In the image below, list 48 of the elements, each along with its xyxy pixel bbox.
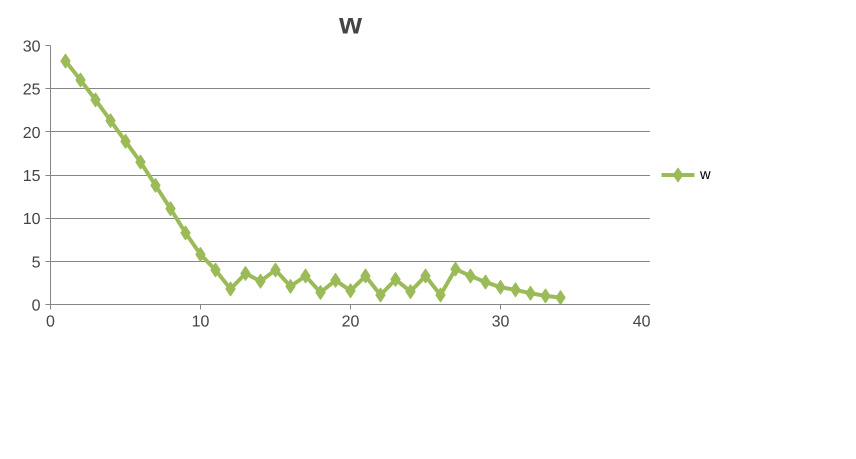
point — [75, 72, 86, 88]
point — [90, 92, 101, 108]
point — [375, 288, 386, 303]
point — [525, 286, 536, 301]
x-tick-label: 0 — [46, 314, 56, 330]
point — [405, 284, 416, 300]
point — [315, 284, 326, 300]
point — [360, 268, 371, 284]
point — [135, 154, 146, 170]
point — [105, 113, 116, 128]
point — [300, 268, 311, 284]
point — [540, 288, 551, 304]
point — [435, 288, 446, 303]
x-tick-label: 10 — [192, 314, 210, 330]
point — [390, 272, 401, 287]
point — [150, 178, 161, 193]
y-tick-label: 10 — [22, 211, 41, 228]
y-tick-label: 0 — [32, 298, 41, 314]
point — [60, 54, 71, 69]
y-tick-label: 20 — [22, 124, 41, 142]
y-tick-label: 30 — [22, 38, 41, 56]
legend-label: w — [699, 167, 711, 183]
point — [240, 266, 251, 281]
x-tick-label: 20 — [342, 314, 360, 330]
point — [510, 282, 521, 298]
x-tick-label: 30 — [492, 314, 510, 330]
point — [480, 274, 491, 290]
y-tick-label: 25 — [22, 82, 41, 99]
point — [165, 201, 176, 216]
point — [285, 278, 296, 294]
point — [225, 281, 236, 296]
point — [195, 246, 206, 262]
point — [330, 272, 341, 288]
point — [270, 262, 281, 278]
point — [495, 280, 506, 295]
point — [450, 262, 461, 277]
x-tick-label: 40 — [632, 314, 651, 330]
y-tick-label: 15 — [22, 168, 41, 185]
point — [345, 283, 356, 298]
y-tick-label: 5 — [32, 254, 41, 272]
point — [465, 268, 476, 284]
point — [210, 262, 221, 278]
point — [555, 290, 566, 304]
point — [420, 268, 431, 284]
point — [180, 225, 191, 240]
point — [120, 134, 131, 149]
chart-title: w — [338, 8, 362, 40]
point — [255, 274, 266, 289]
